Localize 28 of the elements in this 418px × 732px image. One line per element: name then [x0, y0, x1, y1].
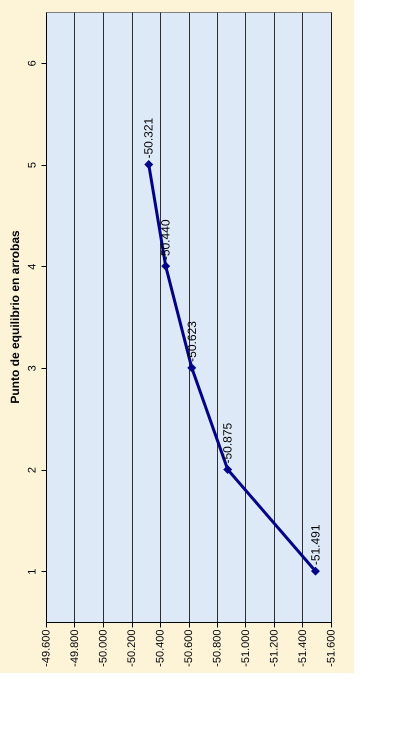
data-label: -50.321 — [142, 117, 156, 158]
y-tick-label: 6 — [26, 60, 38, 66]
point — [161, 262, 170, 271]
x-tick-label: -50.400 — [154, 630, 166, 667]
x-tick-label: -50.600 — [183, 630, 195, 667]
x-tick-label: -51.400 — [297, 630, 309, 667]
text: Punto de equilibrio en arrobas — [8, 230, 22, 404]
y-tick-label: 4 — [26, 264, 38, 270]
x-tick-label: -50.000 — [98, 630, 110, 667]
point — [187, 363, 196, 372]
point — [223, 465, 232, 474]
x-tick-label: -51.200 — [268, 630, 280, 667]
point — [310, 566, 320, 576]
data-label: -50.440 — [158, 219, 173, 260]
x-tick-label: -49.800 — [69, 630, 81, 667]
y-tick-label: 5 — [26, 162, 38, 168]
x-tick-label: -51.000 — [240, 630, 252, 667]
y-tick-label: 3 — [26, 365, 38, 372]
y-tick-label: 2 — [26, 466, 38, 474]
data-label: -50.623 — [184, 320, 199, 362]
data-label: -50.875 — [220, 422, 235, 464]
x-tick-label: -49.600 — [40, 630, 52, 667]
x-tick-label: -50.200 — [126, 630, 138, 667]
x-tick-label: -50.800 — [212, 630, 224, 667]
x-tick-label: -51.600 — [326, 630, 338, 667]
data-label: -51.491 — [308, 524, 322, 566]
y-tick-label: 1 — [26, 568, 38, 575]
point — [144, 160, 154, 169]
